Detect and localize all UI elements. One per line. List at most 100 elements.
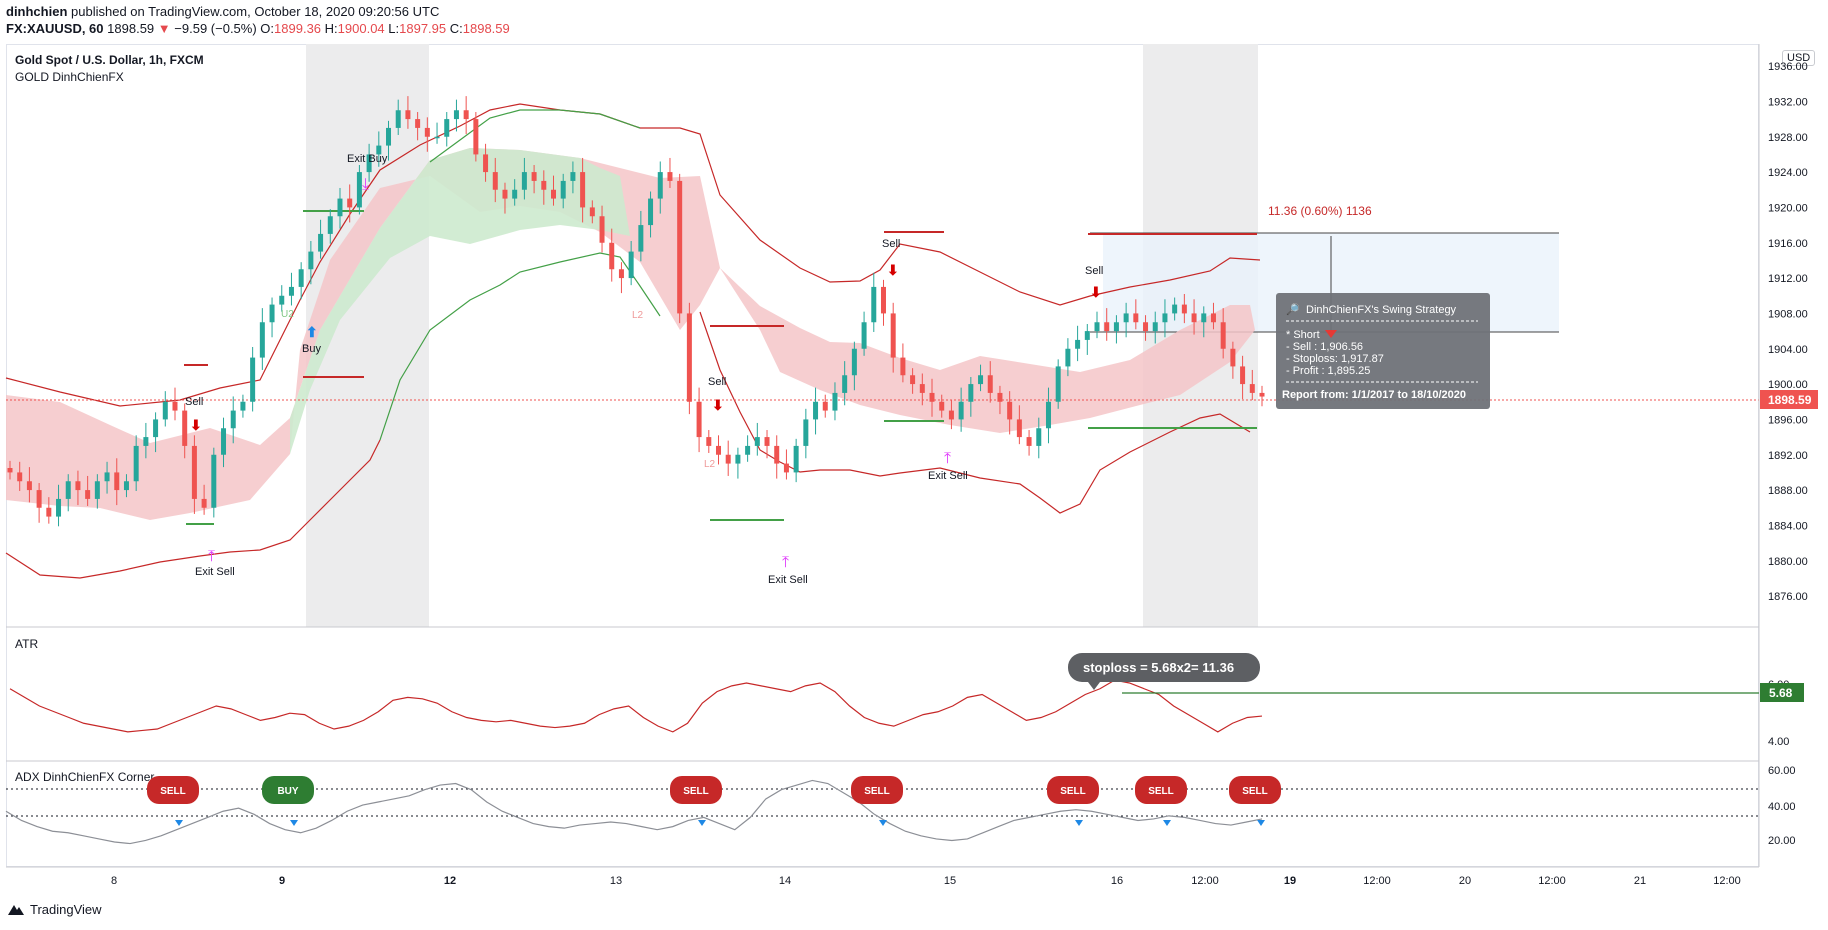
candle-body[interactable] <box>444 119 450 137</box>
candle-body[interactable] <box>725 454 731 464</box>
candle-body[interactable] <box>851 348 857 376</box>
candle-body[interactable] <box>997 392 1003 402</box>
candle-body[interactable] <box>1113 322 1119 332</box>
candle-body[interactable] <box>424 127 430 137</box>
candle-body[interactable] <box>648 198 654 226</box>
candle-body[interactable] <box>968 384 974 402</box>
candle-body[interactable] <box>783 463 789 473</box>
candle-body[interactable] <box>230 410 236 429</box>
candle-body[interactable] <box>318 233 324 252</box>
candle-body[interactable] <box>813 401 819 420</box>
candle-body[interactable] <box>250 357 256 402</box>
candle-body[interactable] <box>26 481 32 491</box>
candle-body[interactable] <box>453 110 459 120</box>
candle-body[interactable] <box>36 490 42 508</box>
candle-body[interactable] <box>1249 384 1255 393</box>
candle-body[interactable] <box>434 136 440 139</box>
candle-body[interactable] <box>842 375 848 393</box>
candle-body[interactable] <box>386 127 392 146</box>
candle-body[interactable] <box>356 172 362 208</box>
candle-body[interactable] <box>492 172 498 190</box>
candle-body[interactable] <box>618 269 624 279</box>
candle-body[interactable] <box>1133 313 1139 323</box>
candle-body[interactable] <box>1172 304 1178 314</box>
candle-body[interactable] <box>298 269 304 287</box>
candle-body[interactable] <box>143 437 149 446</box>
candle-body[interactable] <box>551 189 557 199</box>
candle-body[interactable] <box>366 154 372 173</box>
candle-body[interactable] <box>123 481 129 491</box>
candle-body[interactable] <box>1036 428 1042 446</box>
candle-body[interactable] <box>153 419 159 438</box>
candle-body[interactable] <box>939 401 945 411</box>
candle-body[interactable] <box>890 313 896 358</box>
candle-body[interactable] <box>182 410 188 446</box>
candle-body[interactable] <box>580 172 586 208</box>
candle-body[interactable] <box>1210 313 1216 323</box>
candle-body[interactable] <box>1007 401 1013 420</box>
candle-body[interactable] <box>657 172 663 199</box>
candle-body[interactable] <box>599 216 605 243</box>
candle-body[interactable] <box>1181 304 1187 314</box>
candle-body[interactable] <box>832 392 838 411</box>
candle-body[interactable] <box>191 445 197 499</box>
candle-body[interactable] <box>172 401 178 411</box>
publisher-name[interactable]: dinhchien <box>6 4 68 19</box>
candle-body[interactable] <box>85 490 91 499</box>
candle-body[interactable] <box>337 198 343 217</box>
candle-body[interactable] <box>900 357 906 376</box>
candle-body[interactable] <box>628 251 634 279</box>
candle-body[interactable] <box>512 189 518 199</box>
candle-body[interactable] <box>822 401 828 411</box>
candle-body[interactable] <box>347 198 353 208</box>
candle-body[interactable] <box>1240 366 1246 385</box>
candle-body[interactable] <box>978 375 984 385</box>
candle-body[interactable] <box>46 507 52 517</box>
candle-body[interactable] <box>376 145 382 155</box>
candle-body[interactable] <box>1220 322 1226 349</box>
candle-body[interactable] <box>521 172 527 190</box>
candle-body[interactable] <box>1055 366 1061 402</box>
candle-body[interactable] <box>706 437 712 446</box>
candle-body[interactable] <box>677 180 683 314</box>
candle-body[interactable] <box>1123 313 1129 323</box>
candle-body[interactable] <box>1075 339 1081 349</box>
candle-body[interactable] <box>1201 313 1207 323</box>
candle-body[interactable] <box>764 437 770 446</box>
candle-body[interactable] <box>114 472 120 491</box>
candle-body[interactable] <box>948 410 954 420</box>
candle-body[interactable] <box>483 154 489 173</box>
candle-body[interactable] <box>541 180 547 190</box>
candle-body[interactable] <box>415 119 421 128</box>
symbol-name[interactable]: FX:XAUUSD, 60 <box>6 21 104 36</box>
candle-body[interactable] <box>405 110 411 120</box>
candle-body[interactable] <box>880 286 886 314</box>
candle-body[interactable] <box>308 251 314 270</box>
candle-body[interactable] <box>269 304 275 323</box>
candle-body[interactable] <box>531 172 537 181</box>
candle-body[interactable] <box>17 472 23 482</box>
candle-body[interactable] <box>803 419 809 446</box>
candle-body[interactable] <box>910 375 916 385</box>
candle-body[interactable] <box>570 172 576 181</box>
candle-body[interactable] <box>259 322 265 358</box>
candle-body[interactable] <box>987 375 993 393</box>
candle-body[interactable] <box>589 207 595 217</box>
candle-body[interactable] <box>686 313 692 402</box>
candle-body[interactable] <box>1191 313 1197 323</box>
candle-body[interactable] <box>395 110 401 128</box>
candle-body[interactable] <box>774 445 780 464</box>
candle-body[interactable] <box>871 286 877 323</box>
candle-body[interactable] <box>1065 348 1071 367</box>
candle-body[interactable] <box>793 445 799 473</box>
candle-body[interactable] <box>104 472 110 482</box>
candle-body[interactable] <box>958 401 964 420</box>
candle-body[interactable] <box>667 172 673 181</box>
candle-body[interactable] <box>754 437 760 446</box>
candle-body[interactable] <box>327 216 333 234</box>
candle-body[interactable] <box>240 401 246 411</box>
candle-body[interactable] <box>929 392 935 402</box>
candle-body[interactable] <box>1143 322 1149 332</box>
candle-body[interactable] <box>609 242 615 270</box>
